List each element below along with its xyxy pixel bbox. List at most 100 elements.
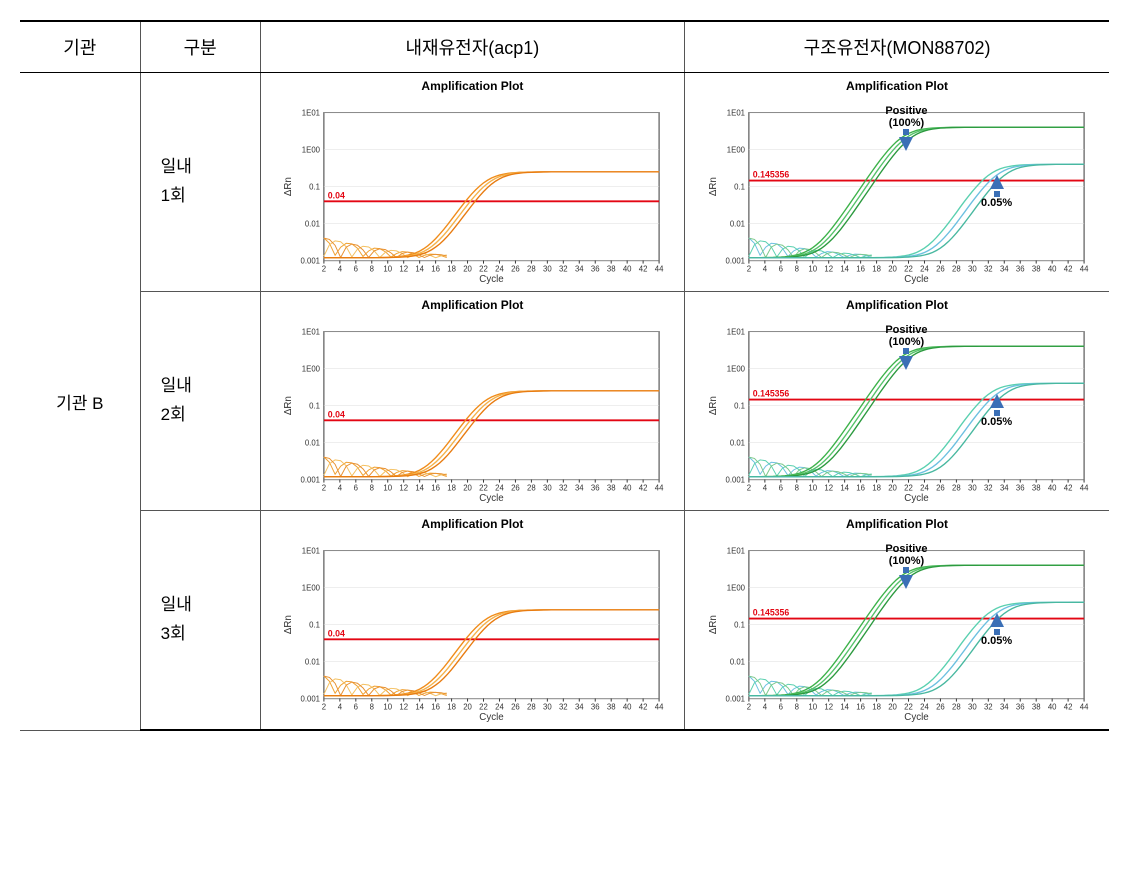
svg-text:4: 4: [763, 483, 768, 492]
svg-text:24: 24: [496, 702, 505, 711]
svg-text:32: 32: [559, 702, 568, 711]
svg-text:8: 8: [370, 702, 374, 711]
svg-text:34: 34: [1000, 264, 1009, 273]
svg-text:16: 16: [856, 483, 865, 492]
svg-text:38: 38: [1032, 483, 1041, 492]
svg-text:28: 28: [527, 702, 536, 711]
svg-text:28: 28: [527, 483, 536, 492]
svg-text:40: 40: [1048, 264, 1057, 273]
svg-text:0.01: 0.01: [305, 658, 320, 667]
svg-text:2: 2: [322, 264, 326, 273]
svg-text:32: 32: [984, 264, 993, 273]
svg-text:1E00: 1E00: [302, 145, 321, 154]
svg-text:14: 14: [840, 702, 849, 711]
svg-text:2: 2: [747, 702, 751, 711]
header-trial: 구분: [140, 21, 260, 73]
svg-text:0.001: 0.001: [301, 695, 320, 704]
svg-text:16: 16: [432, 264, 441, 273]
svg-text:0.01: 0.01: [730, 658, 745, 667]
acp1-cell: Amplification Plot 0.0010.010.11E001E012…: [260, 73, 684, 292]
svg-text:0.1: 0.1: [734, 402, 745, 411]
svg-text:1E00: 1E00: [727, 583, 746, 592]
mon-plot: Amplification Plot 0.0010.010.11E001E012…: [702, 298, 1092, 504]
svg-text:36: 36: [591, 702, 600, 711]
svg-text:24: 24: [920, 264, 929, 273]
svg-text:1E00: 1E00: [302, 364, 321, 373]
svg-text:0.1: 0.1: [310, 183, 321, 192]
svg-text:44: 44: [1080, 264, 1089, 273]
svg-text:22: 22: [904, 264, 913, 273]
svg-text:36: 36: [1016, 483, 1025, 492]
svg-text:34: 34: [1000, 702, 1009, 711]
svg-text:28: 28: [527, 264, 536, 273]
svg-text:36: 36: [591, 264, 600, 273]
acp1-plot: Amplification Plot 0.0010.010.11E001E012…: [277, 298, 667, 504]
svg-text:8: 8: [795, 702, 799, 711]
svg-text:28: 28: [952, 702, 961, 711]
svg-text:0.1: 0.1: [310, 621, 321, 630]
mon-cell: Amplification Plot 0.0010.010.11E001E012…: [685, 73, 1109, 292]
svg-text:1E00: 1E00: [727, 364, 746, 373]
svg-text:38: 38: [607, 702, 616, 711]
svg-text:12: 12: [824, 264, 833, 273]
svg-text:Cycle: Cycle: [904, 274, 928, 285]
svg-text:ΔRn: ΔRn: [283, 396, 294, 415]
svg-text:36: 36: [1016, 264, 1025, 273]
svg-text:24: 24: [920, 702, 929, 711]
svg-text:36: 36: [591, 483, 600, 492]
svg-text:38: 38: [1032, 702, 1041, 711]
svg-text:1E01: 1E01: [302, 108, 320, 117]
svg-text:32: 32: [984, 483, 993, 492]
svg-text:10: 10: [808, 264, 817, 273]
svg-text:24: 24: [496, 483, 505, 492]
svg-text:0.04: 0.04: [328, 190, 345, 200]
plot-title: Amplification Plot: [277, 298, 667, 312]
svg-text:1E00: 1E00: [727, 145, 746, 154]
plot-title: Amplification Plot: [277, 79, 667, 93]
svg-text:12: 12: [400, 483, 409, 492]
svg-text:0.1: 0.1: [310, 402, 321, 411]
svg-text:38: 38: [1032, 264, 1041, 273]
svg-text:18: 18: [448, 702, 457, 711]
svg-text:14: 14: [416, 702, 425, 711]
svg-text:8: 8: [370, 264, 374, 273]
trial-cell: 일내3회: [140, 511, 260, 731]
svg-text:0.1: 0.1: [734, 621, 745, 630]
svg-text:26: 26: [512, 483, 521, 492]
svg-text:22: 22: [480, 483, 489, 492]
svg-text:6: 6: [354, 483, 358, 492]
svg-text:14: 14: [416, 264, 425, 273]
svg-text:26: 26: [512, 264, 521, 273]
svg-text:26: 26: [936, 702, 945, 711]
svg-text:14: 14: [840, 483, 849, 492]
svg-text:Cycle: Cycle: [480, 493, 504, 504]
trial-cell: 일내2회: [140, 292, 260, 511]
svg-text:40: 40: [623, 264, 632, 273]
svg-text:30: 30: [543, 483, 552, 492]
svg-text:22: 22: [480, 264, 489, 273]
trial-cell: 일내1회: [140, 73, 260, 292]
svg-text:12: 12: [824, 702, 833, 711]
svg-text:14: 14: [416, 483, 425, 492]
svg-text:44: 44: [1080, 702, 1089, 711]
plot-title: Amplification Plot: [277, 517, 667, 531]
org-cell: 기관 B: [20, 73, 140, 731]
svg-text:28: 28: [952, 264, 961, 273]
svg-text:6: 6: [779, 483, 783, 492]
svg-text:42: 42: [1064, 702, 1073, 711]
svg-text:ΔRn: ΔRn: [708, 615, 719, 634]
svg-text:30: 30: [968, 702, 977, 711]
svg-text:30: 30: [968, 264, 977, 273]
svg-text:18: 18: [448, 264, 457, 273]
svg-text:10: 10: [808, 483, 817, 492]
svg-text:40: 40: [1048, 483, 1057, 492]
svg-text:18: 18: [448, 483, 457, 492]
mon-cell: Amplification Plot 0.0010.010.11E001E012…: [685, 292, 1109, 511]
svg-text:6: 6: [354, 264, 358, 273]
svg-text:10: 10: [384, 702, 393, 711]
svg-text:ΔRn: ΔRn: [708, 177, 719, 196]
header-acp1: 내재유전자(acp1): [260, 21, 684, 73]
svg-text:30: 30: [543, 264, 552, 273]
svg-text:26: 26: [936, 483, 945, 492]
svg-text:0.01: 0.01: [305, 439, 320, 448]
